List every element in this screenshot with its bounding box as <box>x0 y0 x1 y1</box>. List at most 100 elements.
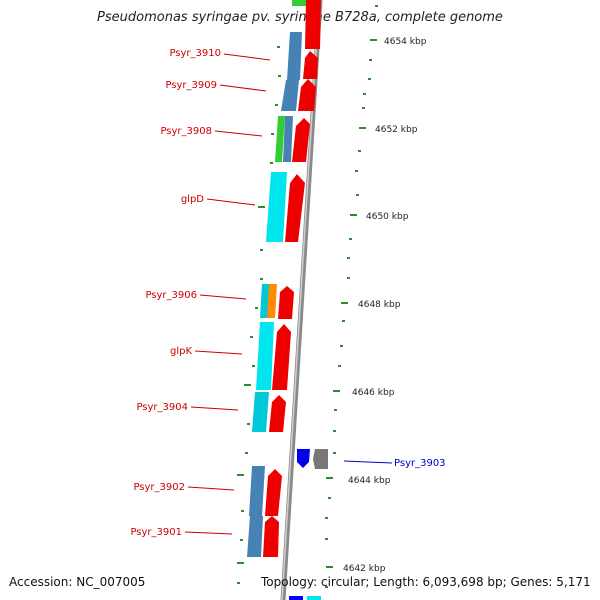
tick <box>271 133 274 135</box>
feature-green <box>292 0 306 6</box>
tick <box>362 107 365 109</box>
cds-arrow <box>303 51 318 79</box>
tick-marks-right <box>325 5 378 588</box>
feature-steelblue <box>281 80 299 111</box>
tick <box>245 452 248 454</box>
tick <box>260 249 263 251</box>
leader-line-blue <box>343 460 393 464</box>
feature-blue <box>289 596 303 600</box>
feature-gray-arrow <box>313 449 328 469</box>
tick <box>363 93 366 95</box>
tick <box>333 430 336 432</box>
tick <box>244 384 251 386</box>
tick <box>241 510 244 512</box>
gene-label-psyr-3904: Psyr_3904 <box>136 402 188 413</box>
kbp-label: 4642 kbp <box>343 564 386 574</box>
tick <box>270 162 273 164</box>
tick <box>247 423 250 425</box>
tick <box>334 409 337 411</box>
tick <box>260 278 263 280</box>
gene-label-psyr-3902: Psyr_3902 <box>133 482 185 493</box>
tick <box>237 562 244 564</box>
tick <box>370 39 377 41</box>
tick <box>277 46 280 48</box>
leader-line <box>190 406 239 411</box>
kbp-scale: 4654 kbp 4652 kbp 4650 kbp 4648 kbp 4646… <box>343 37 427 574</box>
gene-label-psyr-3906: Psyr_3906 <box>145 290 197 301</box>
feature-steelblue <box>283 116 293 162</box>
tick <box>338 365 341 367</box>
cds-arrows <box>263 0 321 557</box>
tick <box>325 517 328 519</box>
tick <box>325 586 328 588</box>
leader-line <box>206 198 256 206</box>
gene-label-glpd: glpD <box>181 194 204 205</box>
leader-line <box>184 531 233 535</box>
tick <box>333 452 336 454</box>
cds-arrow <box>272 324 291 390</box>
cds-arrow <box>265 469 282 516</box>
gene-leader-lines <box>184 53 393 535</box>
tick <box>326 566 333 568</box>
cds-arrow <box>278 286 294 319</box>
gene-label-psyr-3910: Psyr_3910 <box>169 48 221 59</box>
feature-cyan <box>266 172 287 242</box>
map-title: Pseudomonas syringae pv. syringae B728a,… <box>97 10 503 25</box>
leader-line <box>187 486 235 491</box>
kbp-label: 4650 kbp <box>366 212 409 222</box>
feature-bars <box>247 0 328 600</box>
tick <box>328 497 331 499</box>
tick <box>255 307 258 309</box>
tick <box>369 59 372 61</box>
feature-cyan <box>307 596 321 600</box>
gene-label-psyr-3908: Psyr_3908 <box>160 126 212 137</box>
gene-label-glpk: glpK <box>170 346 192 357</box>
tick <box>342 320 345 322</box>
tick <box>368 78 371 80</box>
tick <box>237 582 240 584</box>
tick <box>375 5 378 7</box>
tick <box>252 365 255 367</box>
tick <box>350 214 357 216</box>
gene-labels: Psyr_3910 Psyr_3909 Psyr_3908 glpD Psyr_… <box>130 48 445 538</box>
cds-arrow <box>298 79 316 111</box>
tick <box>275 104 278 106</box>
feature-orange <box>267 284 277 318</box>
kbp-label: 4646 kbp <box>352 388 395 398</box>
tick <box>356 194 359 196</box>
cds-arrow <box>292 118 310 162</box>
leader-line <box>199 294 247 300</box>
kbp-label: 4652 kbp <box>375 125 418 135</box>
tick <box>358 150 361 152</box>
tick <box>347 277 350 279</box>
gene-label-psyr-3909: Psyr_3909 <box>165 80 217 91</box>
cds-arrow <box>269 395 286 432</box>
tick <box>341 302 348 304</box>
cds-arrow <box>263 516 279 557</box>
tick <box>258 206 265 208</box>
tick <box>340 345 343 347</box>
feature-steelblue <box>287 32 302 80</box>
tick <box>278 75 281 77</box>
feature-steelblue <box>249 466 265 516</box>
cds-arrow <box>305 0 321 49</box>
feature-cyan <box>256 322 274 390</box>
leader-line <box>219 84 267 92</box>
feature-blue-arrow <box>297 449 310 468</box>
kbp-label: 4648 kbp <box>358 300 401 310</box>
feature-steelblue <box>247 516 263 557</box>
tick <box>237 474 244 476</box>
gene-label-psyr-3901: Psyr_3901 <box>130 527 182 538</box>
tick <box>240 539 243 541</box>
topology-info: Topology: circular; Length: 6,093,698 bp… <box>261 575 591 589</box>
leader-line <box>214 130 263 137</box>
tick <box>347 257 350 259</box>
tick <box>325 538 328 540</box>
accession-label: Accession: NC_007005 <box>9 575 146 589</box>
tick <box>326 477 333 479</box>
tick <box>333 390 340 392</box>
tick-marks-left <box>237 46 281 584</box>
feature-green <box>275 116 285 162</box>
cds-arrow <box>285 174 305 242</box>
gene-label-psyr-3903: Psyr_3903 <box>394 458 446 469</box>
